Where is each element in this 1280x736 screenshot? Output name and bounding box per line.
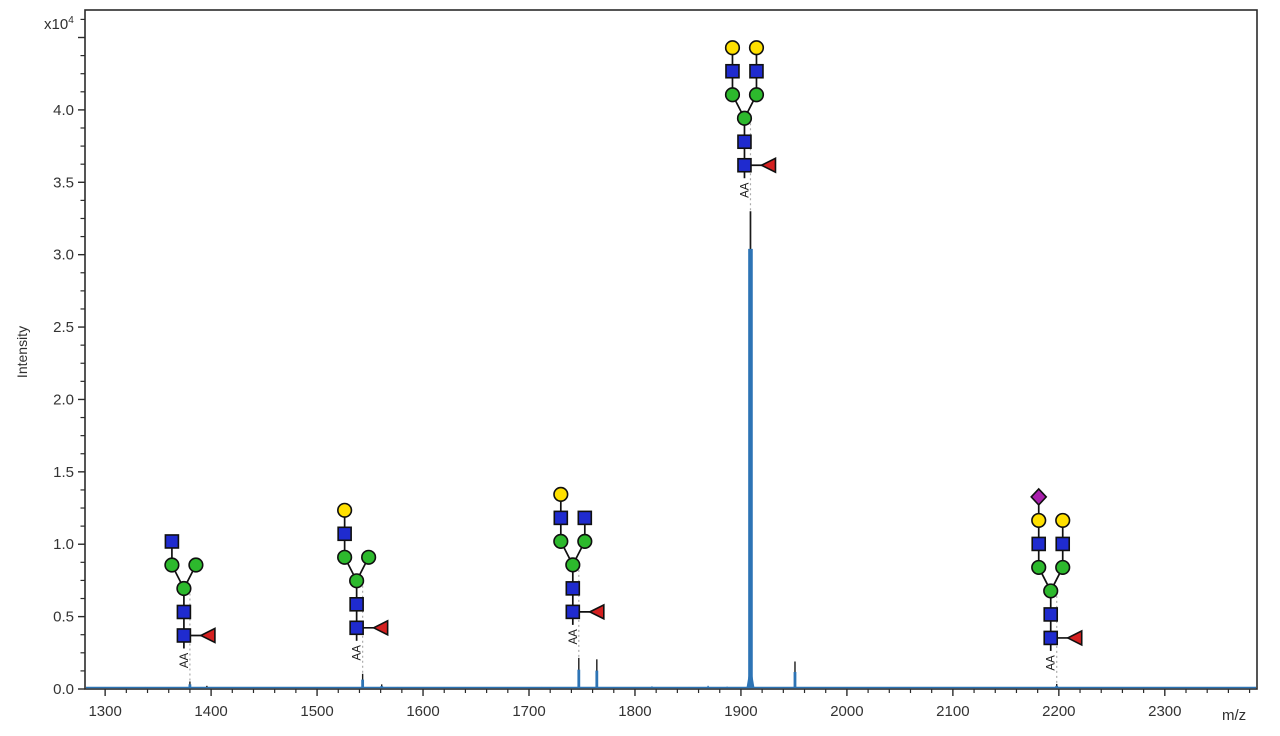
- x-tick-label: 1700: [512, 703, 545, 720]
- mannose-symbol: [188, 557, 204, 573]
- glcnac-symbol: [1055, 536, 1071, 552]
- glcnac-symbol: [565, 604, 581, 620]
- mannose-symbol: [577, 533, 593, 549]
- glcnac-symbol: [737, 157, 752, 173]
- y-tick-label: 2.5: [53, 319, 74, 336]
- glcnac-symbol: [553, 510, 569, 526]
- mannose-symbol: [337, 549, 353, 565]
- x-tick-label: 2000: [830, 703, 863, 720]
- x-axis-unit-label: m/z: [1222, 707, 1247, 724]
- glycan-annotation: AA: [337, 502, 389, 673]
- x-tick-label: 1800: [618, 703, 651, 720]
- y-tick-label: 1.5: [53, 464, 74, 481]
- mannose-symbol: [1055, 559, 1071, 576]
- y-tick-label: 4.0: [53, 102, 74, 119]
- mannose-symbol: [1043, 583, 1059, 599]
- glcnac-symbol: [176, 604, 192, 620]
- galactose-symbol: [1031, 512, 1047, 529]
- glcnac-symbol: [1043, 607, 1059, 622]
- y-tick-label: 1.0: [53, 536, 74, 553]
- glcnac-symbol: [737, 134, 752, 150]
- glcnac-symbol: [749, 63, 764, 79]
- mannose-symbol: [565, 557, 581, 573]
- galactose-symbol: [337, 502, 353, 518]
- y-axis-title: Intensity: [14, 325, 30, 379]
- reducing-end-label: AA: [352, 645, 364, 661]
- mannose-symbol: [724, 87, 741, 103]
- x-tick-label: 2200: [1042, 703, 1075, 720]
- galactose-symbol: [553, 486, 569, 502]
- mannose-symbol: [1031, 559, 1047, 576]
- neu5ac-symbol: [1030, 487, 1048, 507]
- x-tick-label: 1500: [300, 703, 333, 720]
- galactose-symbol: [748, 40, 765, 56]
- reducing-end-label: AA: [740, 182, 752, 198]
- glcnac-symbol: [1043, 630, 1059, 646]
- galactose-symbol: [1055, 512, 1071, 529]
- mannose-symbol: [748, 87, 765, 103]
- fucose-symbol: [759, 156, 777, 174]
- peak-base: [746, 673, 755, 688]
- x-tick-label: 1300: [88, 703, 121, 720]
- glcnac-symbol: [176, 628, 192, 643]
- y-tick-label: 0.0: [53, 681, 74, 698]
- y-tick-label: 3.0: [53, 247, 74, 264]
- glcnac-symbol: [349, 620, 364, 636]
- reducing-end-label: AA: [568, 629, 580, 645]
- x-tick-label: 1600: [406, 703, 439, 720]
- y-tick-label: 0.5: [53, 609, 74, 626]
- glcnac-symbol: [349, 596, 364, 612]
- glcnac-symbol: [1031, 536, 1047, 552]
- x-tick-label: 2100: [936, 703, 969, 720]
- x-tick-label: 2300: [1148, 703, 1181, 720]
- fucose-symbol: [588, 603, 605, 621]
- glycan-annotation: AA: [724, 40, 777, 211]
- mannose-symbol: [361, 549, 377, 565]
- mannose-symbol: [176, 580, 192, 597]
- mannose-symbol: [349, 573, 365, 589]
- glycan-annotation: AA: [164, 534, 216, 681]
- glcnac-symbol: [565, 581, 581, 596]
- plot-frame: [84, 9, 1258, 690]
- fucose-symbol: [371, 619, 389, 637]
- x-tick-label: 1400: [194, 703, 227, 720]
- glcnac-symbol: [577, 510, 593, 526]
- fucose-symbol: [199, 627, 216, 644]
- mannose-symbol: [736, 110, 753, 126]
- fucose-symbol: [1065, 629, 1083, 647]
- y-tick-label: 2.0: [53, 391, 74, 408]
- glcnac-symbol: [725, 63, 740, 79]
- glycan-annotation: AA: [1030, 487, 1083, 683]
- glcnac-symbol: [164, 534, 180, 549]
- y-axis-multiplier: x104: [44, 15, 74, 33]
- reducing-end-label: AA: [179, 652, 191, 668]
- galactose-symbol: [724, 40, 741, 56]
- reducing-end-label: AA: [1046, 655, 1058, 671]
- y-tick-label: 3.5: [53, 174, 74, 191]
- glycan-annotation: AA: [553, 486, 605, 657]
- x-tick-label: 1900: [724, 703, 757, 720]
- glcnac-symbol: [337, 526, 352, 542]
- mannose-symbol: [164, 557, 180, 573]
- mannose-symbol: [553, 533, 569, 549]
